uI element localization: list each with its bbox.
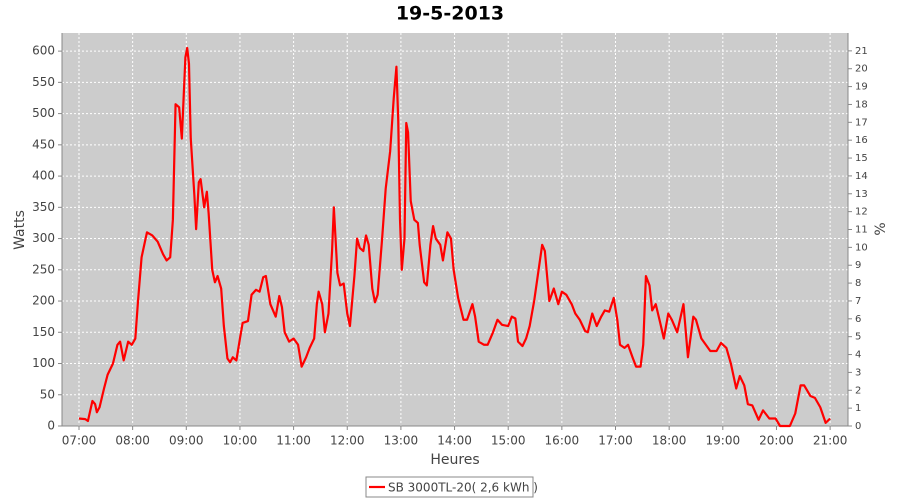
x-tick-label: 20:00 — [759, 434, 794, 448]
y2-tick-label: 9 — [855, 260, 861, 271]
x-tick-label: 09:00 — [169, 434, 204, 448]
y2-tick-label: 20 — [855, 64, 868, 75]
chart-title: 19-5-2013 — [396, 3, 504, 25]
y2-tick-label: 0 — [855, 421, 861, 432]
y-tick-label: 450 — [32, 137, 55, 151]
y2-tick-label: 12 — [855, 207, 868, 218]
x-tick-label: 08:00 — [115, 434, 150, 448]
y2-tick-label: 3 — [855, 367, 861, 378]
y2-tick-label: 6 — [855, 314, 861, 325]
y2-tick-label: 17 — [855, 117, 868, 128]
y-tick-label: 50 — [40, 387, 55, 401]
y2-tick-label: 14 — [855, 171, 868, 182]
y2-tick-label: 7 — [855, 296, 861, 307]
x-tick-label: 13:00 — [384, 434, 419, 448]
legend-label: SB 3000TL-20( 2,6 kWh ) — [388, 481, 538, 495]
x-tick-label: 07:00 — [62, 434, 97, 448]
y2-tick-label: 13 — [855, 189, 868, 200]
y2-tick-label: 15 — [855, 153, 868, 164]
y-tick-label: 250 — [32, 262, 55, 276]
x-tick-label: 18:00 — [652, 434, 687, 448]
x-tick-label: 21:00 — [813, 434, 848, 448]
x-tick-label: 11:00 — [276, 434, 311, 448]
y-tick-label: 350 — [32, 200, 55, 214]
y-tick-label: 600 — [32, 44, 55, 58]
y2-tick-label: 4 — [855, 350, 861, 361]
y-tick-label: 400 — [32, 169, 55, 183]
y-tick-label: 100 — [32, 356, 55, 370]
y2-tick-label: 8 — [855, 278, 861, 289]
y2-tick-label: 5 — [855, 332, 861, 343]
y-tick-label: 150 — [32, 325, 55, 339]
y2-tick-label: 10 — [855, 242, 868, 253]
x-tick-label: 15:00 — [491, 434, 526, 448]
x-tick-label: 19:00 — [706, 434, 741, 448]
y-tick-label: 0 — [47, 419, 55, 433]
series-line — [78, 46, 831, 428]
x-tick-label: 14:00 — [437, 434, 472, 448]
y2-tick-label: 16 — [855, 135, 868, 146]
y2-tick-label: 19 — [855, 82, 868, 93]
y2-tick-label: 21 — [855, 46, 868, 57]
y2-tick-label: 18 — [855, 99, 868, 110]
y-axis-title: Watts — [12, 210, 28, 250]
y-tick-label: 500 — [32, 106, 55, 120]
legend-box — [365, 476, 534, 498]
x-tick-label: 12:00 — [330, 434, 365, 448]
y2-tick-label: 11 — [855, 225, 868, 236]
y2-axis-title: % — [873, 222, 889, 235]
y2-tick-label: 1 — [855, 403, 861, 414]
x-tick-label: 10:00 — [223, 434, 258, 448]
y-tick-label: 550 — [32, 75, 55, 89]
x-tick-label: 16:00 — [545, 434, 580, 448]
y2-tick-label: 2 — [855, 385, 861, 396]
y-tick-label: 300 — [32, 231, 55, 245]
y-tick-label: 200 — [32, 294, 55, 308]
x-tick-label: 17:00 — [598, 434, 633, 448]
x-axis-title: Heures — [430, 452, 479, 468]
